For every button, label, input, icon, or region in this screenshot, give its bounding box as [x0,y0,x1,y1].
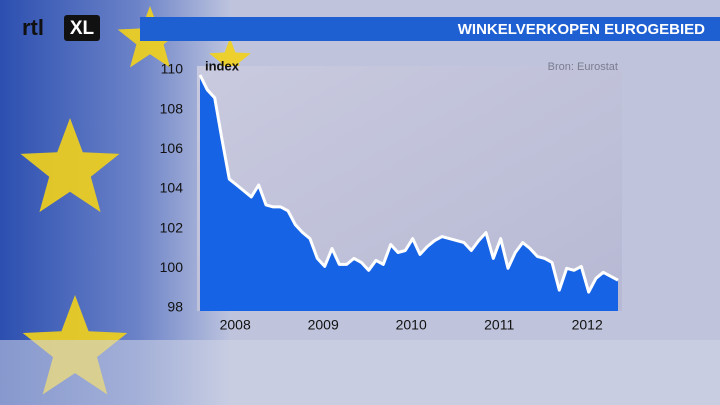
star [20,118,120,213]
line [198,74,619,294]
chart: 98 100 102 104 106 108 110 2008 2009 2010 2011 2012 [160,61,619,333]
y-tick-label: 104 [160,180,184,196]
y-tick-label: 110 [161,61,184,77]
logo-rtl: rtl [22,15,44,40]
y-axis-label: index [205,58,240,73]
y-tick-label: 102 [160,219,184,235]
x-tick-label: 2012 [572,317,603,333]
y-tick-label: 98 [167,299,183,315]
x-tick-label: 2009 [308,317,339,333]
star [209,38,251,78]
x-tick-label: 2011 [484,317,514,333]
y-tick-label: 100 [160,259,184,275]
area [200,75,618,311]
y-tick-label: 106 [160,140,184,156]
title-banner [140,17,720,41]
y-tick-label: 108 [160,100,184,116]
x-tick-label: 2008 [220,317,251,333]
bottom-strip [0,340,720,405]
logo-box [64,15,100,41]
chart-title: WINKELVERKOPEN EUROGEBIED [458,21,705,38]
x-tick-label: 2010 [396,317,427,333]
source-note: Bron: Eurostat [548,61,618,73]
logo-xl: XL [70,18,95,39]
